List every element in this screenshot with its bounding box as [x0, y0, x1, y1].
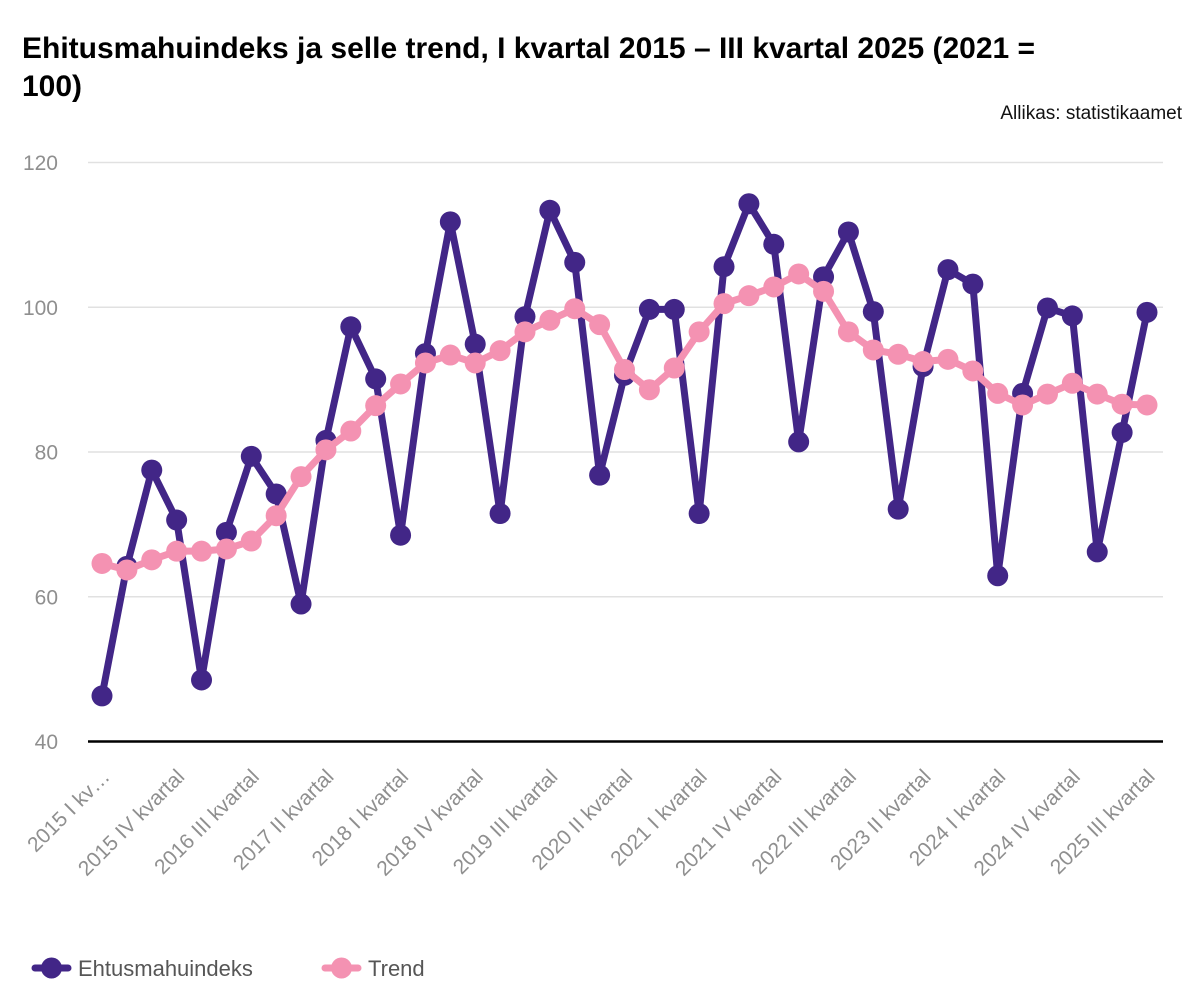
data-point-trend	[1111, 393, 1133, 415]
data-point-trend	[862, 339, 884, 361]
data-point-ehtusmahuindeks	[166, 509, 188, 531]
data-point-ehtusmahuindeks	[539, 199, 561, 221]
y-tick-label: 60	[35, 586, 58, 609]
data-point-ehtusmahuindeks	[1111, 421, 1133, 443]
legend-marker-dot	[41, 957, 62, 979]
data-point-ehtusmahuindeks	[464, 333, 486, 355]
data-point-ehtusmahuindeks	[340, 316, 362, 338]
data-point-ehtusmahuindeks	[489, 503, 511, 525]
data-point-ehtusmahuindeks	[1086, 541, 1108, 563]
data-point-trend	[987, 382, 1009, 404]
data-point-trend	[887, 343, 909, 365]
data-point-ehtusmahuindeks	[215, 521, 237, 543]
data-point-trend	[215, 538, 237, 560]
data-point-trend	[688, 321, 710, 343]
legend-label: Ehtusmahuindeks	[78, 956, 253, 981]
data-point-ehtusmahuindeks	[937, 259, 959, 281]
data-point-trend	[937, 348, 959, 370]
data-point-trend	[464, 352, 486, 374]
data-point-trend	[638, 379, 660, 401]
data-point-ehtusmahuindeks	[589, 464, 611, 486]
data-point-trend	[564, 298, 586, 320]
data-point-ehtusmahuindeks	[862, 301, 884, 323]
data-point-ehtusmahuindeks	[788, 431, 810, 453]
data-point-trend	[265, 505, 287, 527]
legend-marker-dot	[331, 957, 352, 979]
data-point-trend	[340, 420, 362, 442]
data-point-trend	[1036, 383, 1058, 405]
data-point-ehtusmahuindeks	[390, 524, 412, 546]
legend-item: Trend	[321, 956, 425, 981]
data-point-ehtusmahuindeks	[962, 273, 984, 295]
legend-label: Trend	[368, 956, 425, 981]
chart-title-line1: Ehitusmahuindeks ja selle trend, I kvart…	[22, 32, 1036, 66]
data-point-trend	[514, 321, 536, 343]
data-point-trend	[912, 351, 934, 373]
data-point-trend	[663, 357, 685, 379]
data-point-ehtusmahuindeks	[688, 503, 710, 525]
data-point-ehtusmahuindeks	[738, 193, 760, 215]
data-point-trend	[141, 549, 163, 571]
data-point-trend	[365, 395, 387, 417]
data-point-trend	[1086, 383, 1108, 405]
data-point-trend	[240, 530, 262, 552]
data-point-trend	[788, 263, 810, 285]
data-point-ehtusmahuindeks	[514, 306, 536, 328]
data-point-ehtusmahuindeks	[837, 221, 859, 243]
data-point-ehtusmahuindeks	[91, 685, 113, 707]
data-point-trend	[713, 293, 735, 315]
data-point-trend	[191, 540, 213, 562]
data-point-trend	[290, 466, 312, 488]
data-point-trend	[390, 373, 412, 395]
data-point-trend	[166, 540, 188, 562]
data-point-ehtusmahuindeks	[638, 298, 660, 320]
data-point-trend	[837, 321, 859, 343]
data-point-trend	[1136, 394, 1158, 416]
data-point-ehtusmahuindeks	[763, 233, 785, 255]
data-point-trend	[614, 358, 636, 380]
data-point-ehtusmahuindeks	[1036, 297, 1058, 319]
legend-item: Ehtusmahuindeks	[31, 956, 253, 981]
data-point-trend	[539, 309, 561, 331]
data-point-trend	[962, 360, 984, 382]
data-point-trend	[489, 340, 511, 362]
data-point-ehtusmahuindeks	[1136, 301, 1158, 323]
data-point-trend	[589, 314, 611, 336]
data-point-trend	[738, 285, 760, 307]
data-point-trend	[439, 344, 461, 366]
y-tick-label: 100	[23, 297, 58, 320]
data-point-ehtusmahuindeks	[365, 368, 387, 390]
data-point-ehtusmahuindeks	[240, 445, 262, 467]
data-point-trend	[813, 280, 835, 302]
source-label: Allikas: statistikaamet	[1000, 103, 1182, 124]
data-point-ehtusmahuindeks	[191, 669, 213, 691]
data-point-ehtusmahuindeks	[663, 298, 685, 320]
data-point-trend	[414, 352, 436, 374]
data-point-ehtusmahuindeks	[439, 211, 461, 233]
data-point-trend	[315, 439, 337, 461]
data-point-ehtusmahuindeks	[713, 256, 735, 278]
data-point-ehtusmahuindeks	[813, 266, 835, 288]
data-point-ehtusmahuindeks	[887, 498, 909, 520]
data-point-ehtusmahuindeks	[265, 483, 287, 505]
data-point-ehtusmahuindeks	[290, 593, 312, 615]
data-point-ehtusmahuindeks	[1061, 305, 1083, 327]
data-point-trend	[1012, 394, 1034, 416]
data-point-trend	[1061, 372, 1083, 394]
data-point-ehtusmahuindeks	[141, 459, 163, 481]
data-point-ehtusmahuindeks	[987, 565, 1009, 587]
y-tick-label: 40	[35, 731, 58, 754]
data-point-trend	[763, 276, 785, 298]
y-tick-label: 120	[23, 152, 58, 175]
data-point-ehtusmahuindeks	[564, 251, 586, 273]
data-point-trend	[116, 559, 138, 581]
y-tick-label: 80	[35, 442, 58, 465]
data-point-trend	[91, 552, 113, 574]
chart-title-line2: 100)	[22, 70, 83, 104]
chart-title: Ehitusmahuindeks ja selle trend, I kvart…	[22, 30, 1182, 106]
